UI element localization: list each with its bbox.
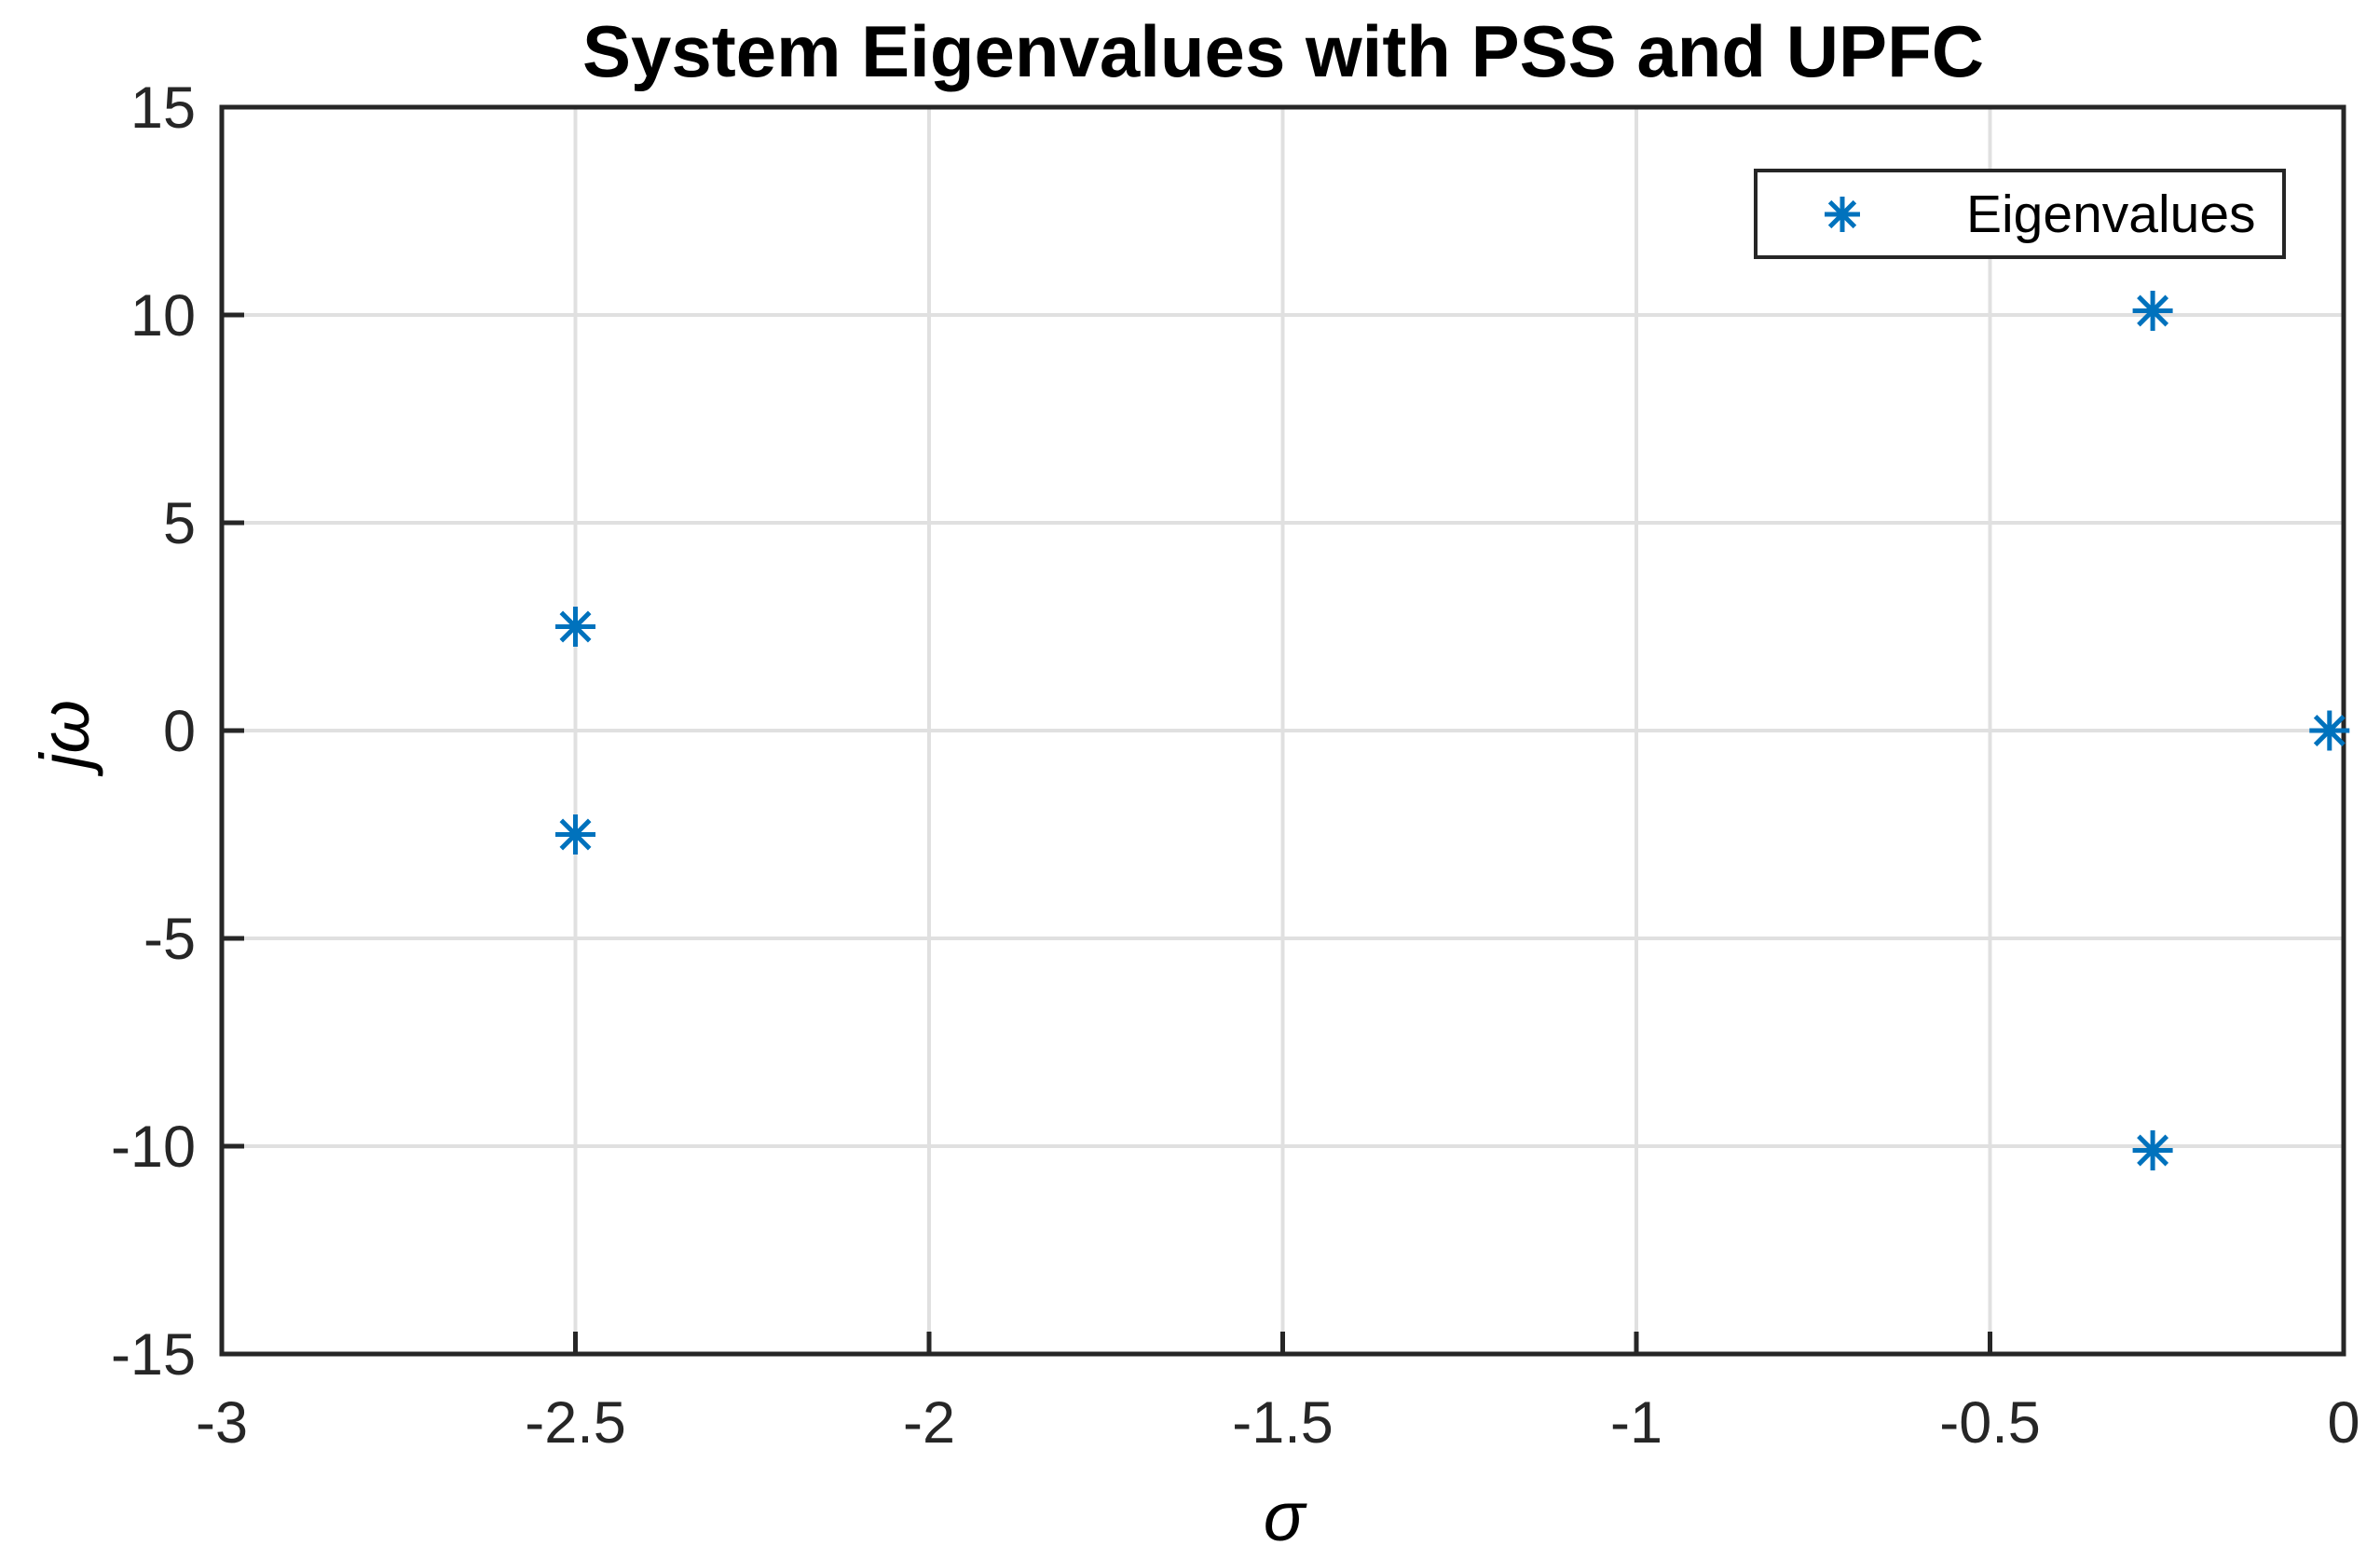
eigenvalue-marker (2132, 1130, 2173, 1170)
x-tick-label: -3 (196, 1390, 248, 1456)
y-tick-label: 15 (130, 75, 196, 141)
x-tick-label: 0 (2327, 1390, 2359, 1456)
x-axis-label: σ (1263, 1478, 1306, 1555)
y-tick-label: -15 (111, 1322, 196, 1388)
chart-title: System Eigenvalues with PSS and UPFC (581, 10, 1985, 92)
y-tick-label: -10 (111, 1115, 196, 1180)
y-tick-label: -5 (144, 907, 196, 972)
eigenvalue-marker (555, 814, 595, 855)
asterisk-marker-icon (1825, 196, 1860, 232)
y-axis-label: jω (26, 699, 103, 770)
eigenvalue-marker (2309, 710, 2350, 751)
y-tick-label: 0 (163, 699, 196, 764)
x-tick-label: -0.5 (1939, 1390, 2041, 1456)
legend: Eigenvalues (1754, 169, 2286, 259)
legend-label: Eigenvalues (1966, 184, 2256, 244)
y-tick-label: 10 (130, 283, 196, 349)
x-tick-label: -2 (903, 1390, 955, 1456)
x-tick-label: -2.5 (525, 1390, 626, 1456)
eigenvalue-marker (2132, 291, 2173, 331)
x-tick-label: -1 (1610, 1390, 1662, 1456)
y-tick-label: 5 (163, 491, 196, 556)
legend-asterisk-glyph (1825, 196, 1860, 232)
eigenvalue-marker (555, 607, 595, 647)
x-tick-label: -1.5 (1232, 1390, 1334, 1456)
